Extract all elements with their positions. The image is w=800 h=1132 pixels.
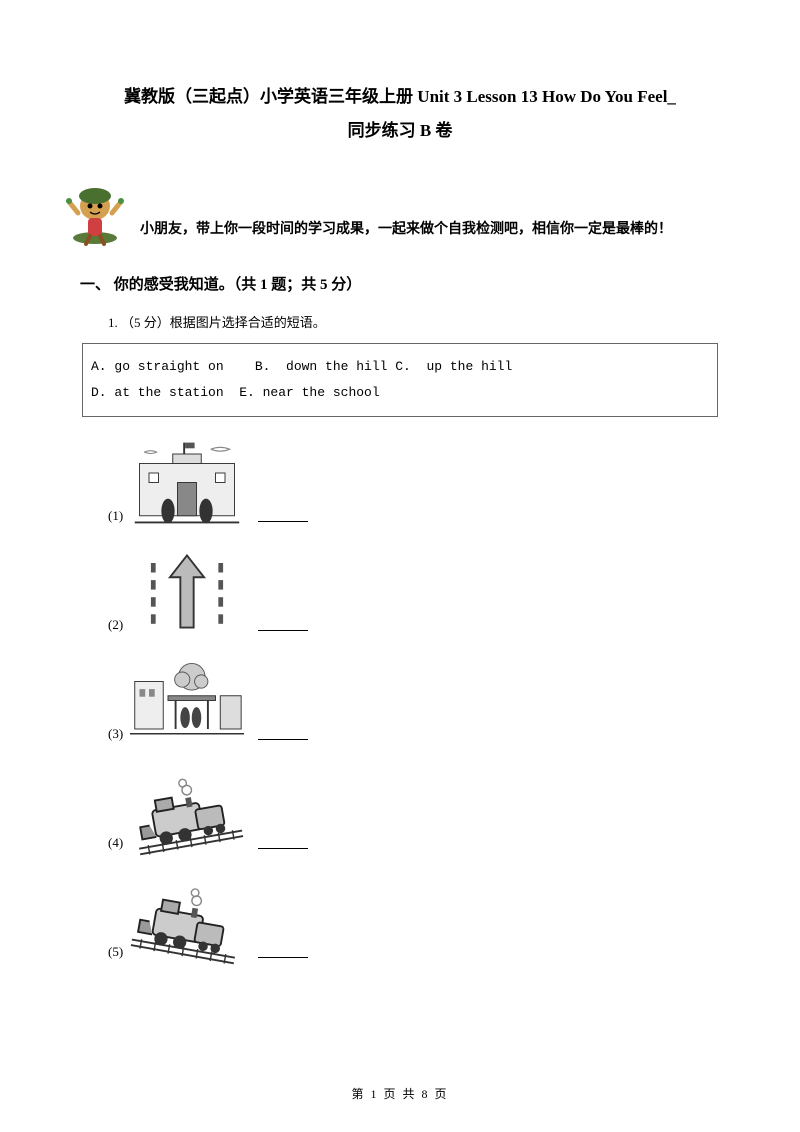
item-1: (1) — [108, 435, 720, 530]
item-2: (2) — [108, 544, 720, 639]
item-3-blank[interactable] — [258, 738, 308, 740]
page-footer: 第 1 页 共 8 页 — [0, 1085, 800, 1102]
item-2-blank[interactable] — [258, 629, 308, 631]
item-5: (5) — [108, 871, 720, 966]
item-2-num: (2) — [108, 617, 123, 633]
item-3-image — [129, 653, 244, 748]
intro-text: 小朋友，带上你一段时间的学习成果，一起来做个自我检测吧，相信你一定是最棒的！ — [140, 218, 672, 248]
item-5-image — [129, 871, 244, 966]
item-1-image — [129, 435, 244, 530]
item-5-blank[interactable] — [258, 956, 308, 958]
item-4-blank[interactable] — [258, 847, 308, 849]
item-3: (3) — [108, 653, 720, 748]
item-1-num: (1) — [108, 508, 123, 524]
options-box: A. go straight on B. down the hill C. up… — [82, 343, 718, 417]
intro-row: 小朋友，带上你一段时间的学习成果，一起来做个自我检测吧，相信你一定是最棒的！ — [60, 178, 720, 248]
title-line-1: 冀教版（三起点）小学英语三年级上册 Unit 3 Lesson 13 How D… — [80, 80, 720, 114]
item-3-num: (3) — [108, 726, 123, 742]
question-text: 1. （5 分）根据图片选择合适的短语。 — [108, 312, 720, 331]
options-line-1: A. go straight on B. down the hill C. up… — [91, 354, 709, 380]
item-4-image — [129, 762, 244, 857]
title-line-2: 同步练习 B 卷 — [80, 114, 720, 148]
document-title: 冀教版（三起点）小学英语三年级上册 Unit 3 Lesson 13 How D… — [80, 80, 720, 148]
item-5-num: (5) — [108, 944, 123, 960]
mascot-icon — [60, 178, 130, 248]
options-line-2: D. at the station E. near the school — [91, 380, 709, 406]
item-4: (4) — [108, 762, 720, 857]
item-1-blank[interactable] — [258, 520, 308, 522]
section-heading: 一、 你的感受我知道。（共 1 题；共 5 分） — [80, 273, 720, 294]
item-4-num: (4) — [108, 835, 123, 851]
item-2-image — [129, 544, 244, 639]
